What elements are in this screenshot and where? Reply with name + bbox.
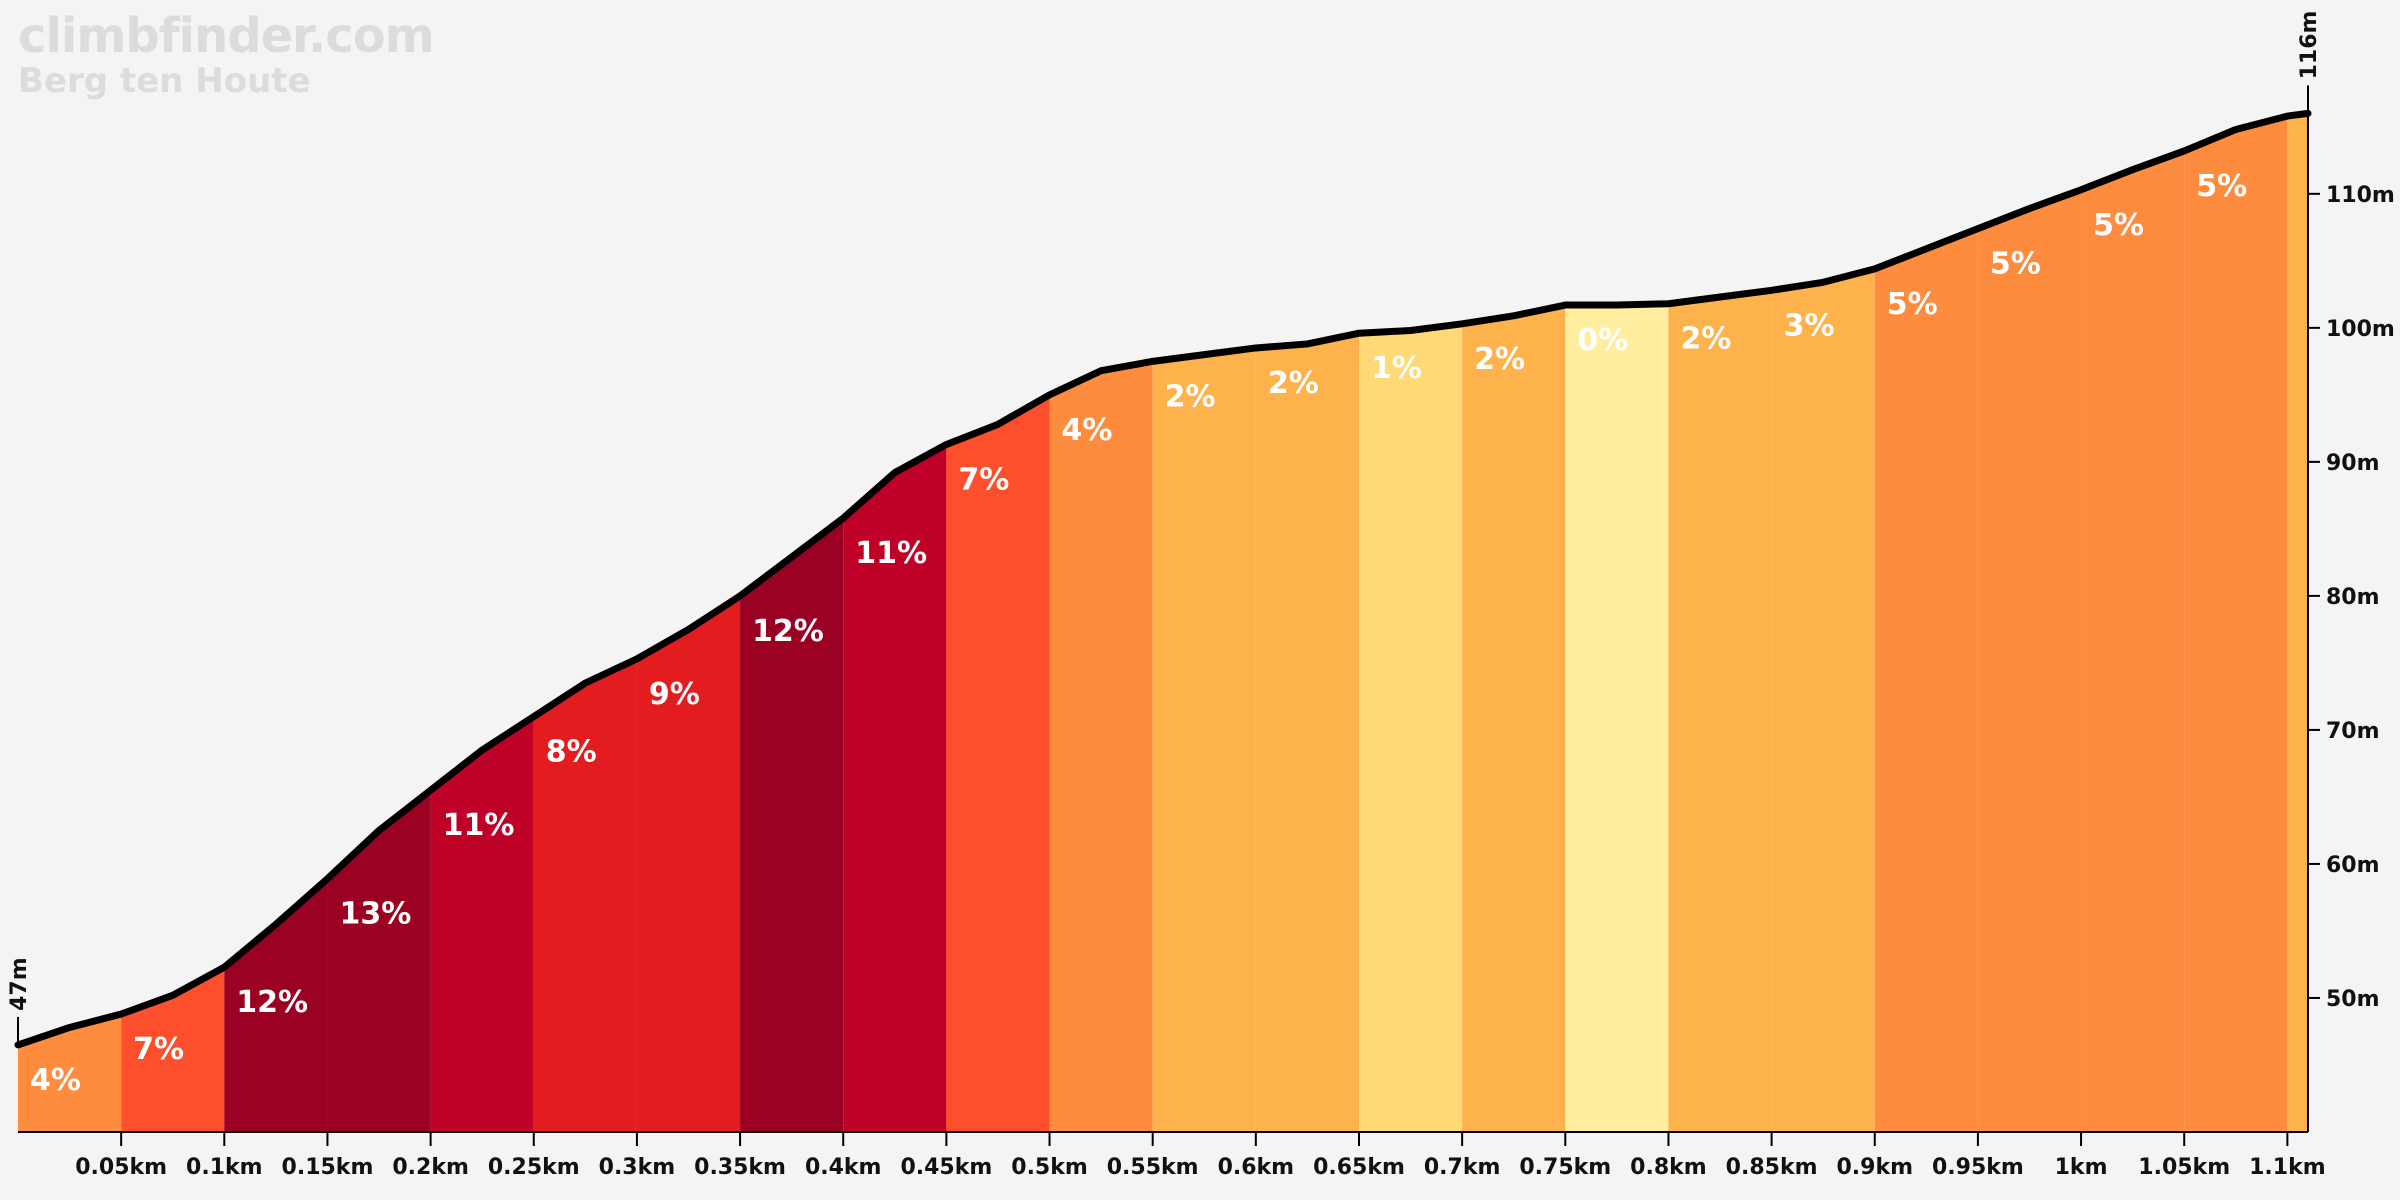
grade-label-7: 9% xyxy=(649,677,700,712)
grade-label-19: 5% xyxy=(1887,287,1938,322)
x-tick-label-20: 1km xyxy=(2055,1155,2108,1180)
x-tick-label-9: 0.45km xyxy=(900,1155,992,1180)
grade-label-20: 5% xyxy=(1990,247,2041,282)
y-tick-label-4: 80m xyxy=(2326,585,2380,610)
x-tick-label-17: 0.85km xyxy=(1726,1155,1818,1180)
gradient-segment-20 xyxy=(1977,189,2082,1133)
x-tick-label-22: 1.1km xyxy=(2249,1155,2326,1180)
gradient-segment-13 xyxy=(1255,333,1359,1133)
gradient-segment-12 xyxy=(1152,347,1256,1132)
x-tick-label-21: 1.05km xyxy=(2138,1155,2230,1180)
grade-label-8: 12% xyxy=(752,614,824,649)
grade-label-3: 12% xyxy=(236,985,308,1020)
gradient-segment-3 xyxy=(224,878,328,1132)
grade-label-2: 7% xyxy=(133,1032,184,1067)
gradient-segment-11 xyxy=(1049,361,1153,1133)
grade-label-16: 0% xyxy=(1577,323,1628,358)
gradient-segment-6 xyxy=(533,658,637,1132)
brand-site: climbfinder.com xyxy=(18,8,435,64)
x-tick-label-14: 0.7km xyxy=(1424,1155,1501,1180)
y-tick-label-5: 90m xyxy=(2326,451,2380,476)
gradient-segment-17 xyxy=(1668,290,1772,1132)
gradient-segment-16 xyxy=(1565,303,1669,1133)
gradient-segment-9 xyxy=(843,444,947,1132)
x-tick-label-1: 0.05km xyxy=(75,1155,167,1180)
gradient-segment-19 xyxy=(1874,228,1978,1132)
start-elevation-label: 47m xyxy=(7,957,32,1011)
grade-label-13: 2% xyxy=(1268,366,1319,401)
gradient-segment-7 xyxy=(636,595,741,1132)
x-tick-label-3: 0.15km xyxy=(282,1155,374,1180)
grade-label-4: 13% xyxy=(339,897,411,932)
y-tick-label-2: 60m xyxy=(2326,853,2380,878)
gradient-segment-5 xyxy=(430,716,534,1132)
climb-name: Berg ten Houte xyxy=(18,61,311,101)
gradient-segment-14 xyxy=(1358,323,1463,1132)
grade-label-6: 8% xyxy=(546,735,597,770)
x-tick-label-10: 0.5km xyxy=(1011,1155,1088,1180)
x-tick-label-8: 0.4km xyxy=(805,1155,882,1180)
grade-label-15: 2% xyxy=(1474,342,1525,377)
gradient-segment-18 xyxy=(1771,268,1875,1132)
y-tick-label-6: 100m xyxy=(2326,317,2395,342)
grade-label-17: 2% xyxy=(1680,322,1731,357)
x-tick-label-13: 0.65km xyxy=(1313,1155,1405,1180)
x-tick-label-11: 0.55km xyxy=(1107,1155,1199,1180)
grade-label-21: 5% xyxy=(2093,208,2144,243)
x-tick-label-18: 0.9km xyxy=(1836,1155,1913,1180)
gradient-segment-21 xyxy=(2081,150,2185,1132)
grade-label-22: 5% xyxy=(2196,169,2247,204)
gradient-segment-4 xyxy=(327,790,431,1132)
grade-label-5: 11% xyxy=(443,808,515,843)
gradient-segment-10 xyxy=(946,394,1050,1132)
x-tick-label-19: 0.95km xyxy=(1932,1155,2024,1180)
profile-line xyxy=(14,109,2312,1049)
gradient-segment-1 xyxy=(18,1014,122,1132)
x-tick-label-15: 0.75km xyxy=(1519,1155,1611,1180)
x-tick-label-6: 0.3km xyxy=(599,1155,676,1180)
grade-label-1: 4% xyxy=(30,1063,81,1098)
y-tick-label-1: 50m xyxy=(2326,987,2380,1012)
x-tick-label-4: 0.2km xyxy=(392,1155,469,1180)
grade-label-11: 4% xyxy=(1062,413,1113,448)
y-tick-label-7: 110m xyxy=(2326,183,2395,208)
gradient-segment-15 xyxy=(1462,305,1566,1132)
x-tick-label-16: 0.8km xyxy=(1630,1155,1707,1180)
grade-label-18: 3% xyxy=(1784,308,1835,343)
x-tick-label-7: 0.35km xyxy=(694,1155,786,1180)
grade-label-9: 11% xyxy=(855,536,927,571)
x-tick-label-5: 0.25km xyxy=(488,1155,580,1180)
end-elevation-label: 116m xyxy=(2297,11,2322,80)
grade-label-12: 2% xyxy=(1165,379,1216,414)
grade-label-14: 1% xyxy=(1371,351,1422,386)
y-tick-label-3: 70m xyxy=(2326,719,2380,744)
brand-watermark: climbfinder.com Berg ten Houte xyxy=(18,8,435,101)
grade-label-10: 7% xyxy=(958,462,1009,497)
gradient-segment-22 xyxy=(2184,116,2288,1132)
x-tick-label-2: 0.1km xyxy=(186,1155,263,1180)
gradient-segment-23 xyxy=(2287,113,2308,1132)
x-tick-label-12: 0.6km xyxy=(1218,1155,1295,1180)
gradient-segment-8 xyxy=(740,518,844,1132)
